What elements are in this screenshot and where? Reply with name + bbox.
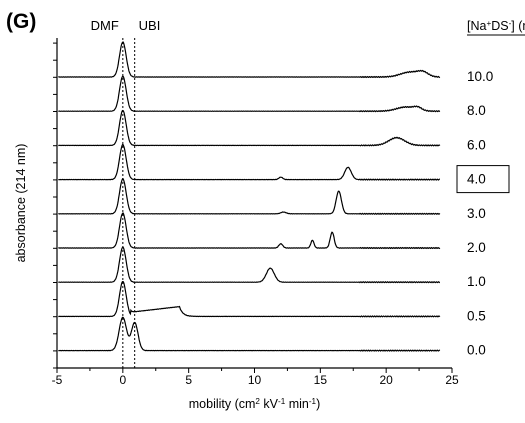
trace-0-5 [58, 281, 441, 318]
x-tick-label-15: 15 [314, 373, 328, 387]
plot-area: -5 0 5 10 15 20 25 mobility (cm2 kV-1 min-1) abs… [14, 18, 525, 411]
series-label-6-0: 6.0 [467, 137, 486, 152]
trace-3-0 [58, 178, 441, 215]
x-tick-label-25: 25 [445, 373, 459, 387]
reference-label-ubi: UBI [139, 18, 161, 33]
x-tick-label--5: -5 [52, 373, 63, 387]
x-tick-label-10: 10 [248, 373, 262, 387]
highlight-box [456, 165, 510, 194]
trace-8-0 [58, 75, 441, 113]
trace-2-0 [58, 212, 441, 250]
trace-4-0 [58, 143, 441, 181]
panel-label: (G) [6, 10, 36, 33]
trace-1-0 [58, 246, 441, 284]
x-tick-label-5: 5 [185, 373, 192, 387]
series-label-1-0: 1.0 [467, 274, 486, 289]
series-label-10-0: 10.0 [467, 69, 493, 84]
x-axis-label: mobility (cm2 kV-1 min-1) [189, 397, 320, 412]
series-label-4-0: 4.0 [467, 172, 486, 187]
series-label-8-0: 8.0 [467, 103, 486, 118]
trace-10-0 [58, 41, 441, 79]
series-label-0-0: 0.0 [467, 343, 486, 358]
trace-0-0 [58, 316, 441, 352]
x-tick-label-20: 20 [379, 373, 393, 387]
series-label-3-0: 3.0 [467, 206, 486, 221]
x-tick-label-0: 0 [119, 373, 126, 387]
y-axis-label: absorbance (214 nm) [14, 144, 28, 263]
trace-6-0 [58, 109, 441, 147]
series-label-2-0: 2.0 [467, 240, 486, 255]
reference-label-dmf: DMF [91, 18, 119, 33]
series-label-0-5: 0.5 [467, 308, 486, 323]
legend-title: [Na+DS-] (mM) [467, 19, 525, 34]
